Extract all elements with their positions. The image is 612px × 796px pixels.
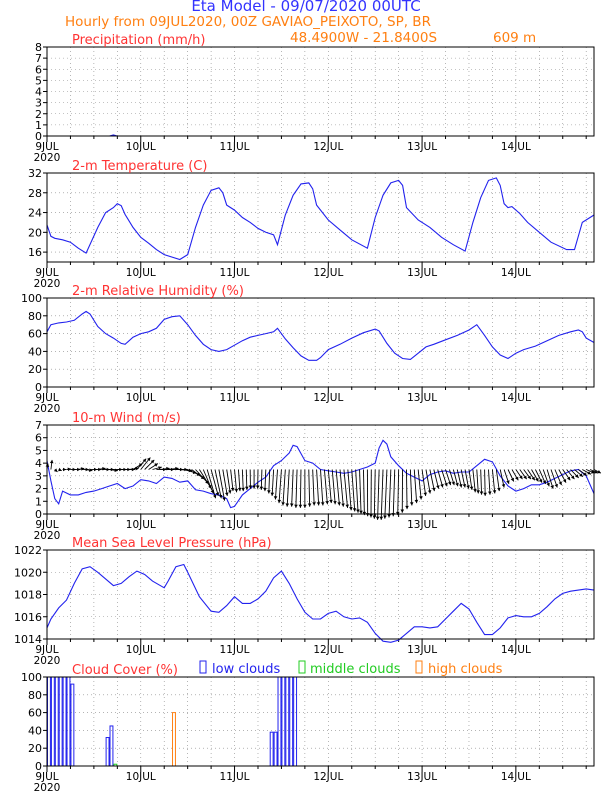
y-tick-label: 100 [21, 671, 42, 684]
model-title: Eta Model - 09/07/2020 00UTC [191, 0, 420, 15]
y-tick-label: 1020 [14, 566, 42, 579]
x-day-label: 11JUL [220, 267, 250, 279]
y-tick-label: 1022 [14, 544, 42, 557]
y-tick-label: 7 [35, 419, 42, 432]
y-tick-label: 1018 [14, 589, 42, 602]
elevation: 609 m [493, 30, 536, 46]
y-tick-label: 1016 [14, 611, 42, 624]
x-day-label: 11JUL [220, 141, 250, 153]
y-tick-label: 2 [35, 108, 42, 121]
x-day-label: 12JUL [313, 267, 343, 279]
y-tick-label: 60 [28, 707, 42, 720]
y-tick-label: 2 [35, 483, 42, 496]
x-year-label: 2020 [34, 655, 61, 667]
y-tick-label: 1 [35, 495, 42, 508]
y-tick-label: 3 [35, 97, 42, 110]
x-year-label: 2020 [34, 782, 61, 792]
x-day-label: 14JUL [501, 519, 531, 531]
y-tick-label: 3 [35, 470, 42, 483]
y-tick-label: 16 [28, 246, 42, 259]
legend-high-label: high clouds [428, 662, 503, 677]
y-tick-label: 5 [35, 444, 42, 457]
y-tick-label: 24 [28, 207, 42, 220]
x-day-label: 12JUL [313, 519, 343, 531]
x-day-label: 12JUL [313, 771, 343, 783]
x-day-label: 13JUL [407, 392, 437, 404]
y-tick-label: 40 [28, 724, 42, 737]
rh-title: 2-m Relative Humidity (%) [72, 284, 244, 299]
y-tick-label: 28 [28, 187, 42, 200]
y-tick-label: 20 [28, 363, 42, 376]
x-day-label: 10JUL [126, 267, 156, 279]
x-year-label: 2020 [34, 152, 61, 164]
cloud-legend: low clouds middle clouds high clouds [200, 661, 503, 677]
x-day-label: 12JUL [313, 644, 343, 656]
y-tick-label: 20 [28, 226, 42, 239]
legend-low-label: low clouds [212, 662, 281, 677]
y-tick-label: 4 [35, 86, 42, 99]
x-day-label: 10JUL [126, 141, 156, 153]
y-tick-label: 100 [21, 292, 42, 305]
x-day-label: 10JUL [126, 771, 156, 783]
x-day-label: 11JUL [220, 519, 250, 531]
x-day-label: 10JUL [126, 644, 156, 656]
x-day-label: 13JUL [407, 771, 437, 783]
y-tick-label: 6 [35, 63, 42, 76]
legend-mid-label: middle clouds [310, 662, 401, 677]
x-day-label: 11JUL [220, 771, 250, 783]
x-day-label: 10JUL [126, 392, 156, 404]
x-day-label: 12JUL [313, 141, 343, 153]
run-subtitle: Hourly from 09JUL2020, 00Z GAVIAO_PEIXOT… [65, 14, 431, 30]
y-tick-label: 8 [35, 41, 42, 54]
x-year-label: 2020 [34, 403, 61, 415]
x-day-label: 11JUL [220, 392, 250, 404]
y-tick-label: 1 [35, 119, 42, 132]
y-tick-label: 40 [28, 345, 42, 358]
precip-title: Precipitation (mm/h) [72, 33, 205, 48]
x-day-label: 13JUL [407, 267, 437, 279]
temp-title: 2-m Temperature (C) [72, 159, 207, 174]
x-year-label: 2020 [34, 530, 61, 542]
wind-title: 10-m Wind (m/s) [72, 411, 181, 426]
y-tick-label: 7 [35, 52, 42, 65]
x-day-label: 11JUL [220, 644, 250, 656]
y-tick-label: 60 [28, 328, 42, 341]
x-day-label: 10JUL [126, 519, 156, 531]
x-day-label: 14JUL [501, 392, 531, 404]
y-tick-label: 5 [35, 74, 42, 87]
x-day-label: 12JUL [313, 392, 343, 404]
x-day-label: 14JUL [501, 141, 531, 153]
y-tick-label: 32 [28, 167, 42, 180]
cloud-title: Cloud Cover (%) [72, 663, 178, 678]
y-tick-label: 20 [28, 742, 42, 755]
x-day-label: 13JUL [407, 519, 437, 531]
y-tick-label: 6 [35, 432, 42, 445]
x-day-label: 13JUL [407, 644, 437, 656]
x-day-label: 14JUL [501, 267, 531, 279]
x-year-label: 2020 [34, 278, 61, 290]
x-day-label: 13JUL [407, 141, 437, 153]
y-tick-label: 80 [28, 689, 42, 702]
x-day-label: 14JUL [501, 644, 531, 656]
y-tick-label: 4 [35, 457, 42, 470]
x-day-label: 14JUL [501, 771, 531, 783]
y-tick-label: 80 [28, 310, 42, 323]
mslp-title: Mean Sea Level Pressure (hPa) [72, 536, 272, 551]
location-coords: 48.4900W - 21.8400S [290, 30, 437, 46]
